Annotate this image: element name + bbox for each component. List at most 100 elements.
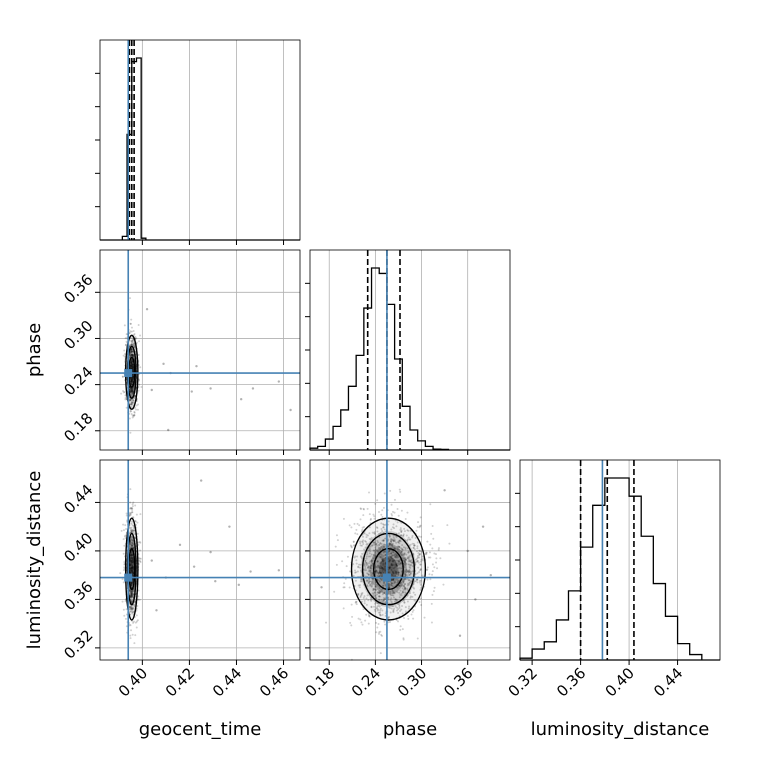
joint-phase-vs-geocent-time-sample (133, 410, 136, 413)
joint-phase-vs-geocent-time-sample (132, 368, 135, 371)
joint-luminosity-distance-vs-geocent-time-sample (130, 554, 133, 557)
joint-luminosity-distance-vs-geocent-time-sample (124, 534, 127, 537)
joint-phase-vs-geocent-time-sample (131, 403, 134, 406)
joint-phase-vs-geocent-time-sample (130, 389, 133, 392)
joint-luminosity-distance-vs-phase-sample (416, 547, 419, 550)
joint-luminosity-distance-vs-geocent-time-sample (131, 571, 134, 574)
joint-luminosity-distance-vs-phase-sample (343, 582, 346, 585)
y-axis-label-luminosity-distance: luminosity_distance (24, 471, 45, 650)
joint-luminosity-distance-vs-phase-sample (372, 541, 375, 544)
joint-phase-vs-geocent-time-sample (131, 416, 134, 419)
joint-luminosity-distance-vs-geocent-time-sample (131, 557, 134, 560)
joint-luminosity-distance-vs-phase-sample (349, 544, 352, 547)
joint-luminosity-distance-vs-geocent-time-sample (132, 575, 135, 578)
bottom-geocent-time-xtick-label-3: 0.46 (256, 664, 292, 700)
joint-luminosity-distance-vs-phase-sample (446, 524, 449, 527)
joint-phase-vs-geocent-time-sample (129, 388, 132, 391)
joint-luminosity-distance-vs-phase-sample (364, 560, 367, 563)
joint-luminosity-distance-vs-geocent-time-sample (132, 545, 135, 548)
joint-luminosity-distance-vs-phase-sample (377, 511, 380, 514)
joint-phase-vs-geocent-time-sample (128, 417, 131, 420)
joint-luminosity-distance-vs-phase-sample (376, 549, 379, 552)
joint-phase-vs-geocent-time-outlier-6 (239, 398, 243, 401)
joint-phase-vs-geocent-time-sample (130, 399, 133, 402)
bottom-geocent-time-xtick-label-2: 0.44 (209, 664, 245, 700)
joint-phase-vs-geocent-time-sample (128, 399, 131, 402)
x-axis-label-geocent-time: geocent_time (139, 719, 262, 740)
joint-phase-vs-geocent-time-outlier-3 (190, 390, 193, 393)
joint-phase-vs-geocent-time-outlier-0 (150, 388, 153, 392)
joint-phase-vs-geocent-time-sample (130, 391, 133, 394)
joint-luminosity-distance-vs-geocent-time-sample (123, 566, 126, 569)
joint-luminosity-distance-vs-geocent-time-sample (129, 571, 132, 574)
joint-luminosity-distance-vs-phase-sample (371, 559, 374, 562)
joint-luminosity-distance-vs-geocent-time-sample (134, 634, 137, 637)
joint-luminosity-distance-vs-geocent-time-sample (133, 603, 136, 606)
joint-phase-vs-geocent-time-sample (132, 370, 135, 373)
joint-luminosity-distance-vs-geocent-time-sample (129, 564, 132, 567)
joint-luminosity-distance-vs-phase-sample (364, 619, 367, 622)
joint-luminosity-distance-vs-geocent-time-sample (129, 590, 132, 593)
joint-luminosity-distance-vs-geocent-time-sample (138, 598, 141, 601)
joint-luminosity-distance-vs-geocent-time-sample (123, 614, 126, 617)
joint-luminosity-distance-vs-geocent-time-sample (134, 537, 137, 540)
joint-luminosity-distance-vs-geocent-time-sample (131, 567, 134, 570)
joint-luminosity-distance-vs-phase-sample (375, 621, 378, 624)
joint-phase-vs-geocent-time-sample (130, 380, 133, 383)
joint-phase-vs-geocent-time-sample (129, 389, 132, 392)
joint-luminosity-distance-vs-geocent-time-sample (129, 613, 132, 616)
joint-luminosity-distance-vs-geocent-time-sample (130, 526, 133, 529)
joint-luminosity-distance-vs-geocent-time-sample (132, 594, 135, 597)
joint-luminosity-distance-vs-phase-sample (355, 603, 358, 606)
joint-luminosity-distance-vs-phase-sample (393, 498, 396, 501)
joint-phase-vs-geocent-time-sample (124, 343, 127, 346)
joint-phase-vs-geocent-time-sample (130, 378, 133, 381)
joint-phase-vs-geocent-time-sample (130, 382, 133, 385)
joint-luminosity-distance-vs-geocent-time-sample (130, 594, 133, 597)
joint-luminosity-distance-vs-geocent-time-sample (130, 557, 133, 560)
joint-luminosity-distance-vs-phase-sample (402, 578, 405, 581)
joint-luminosity-distance-vs-phase-sample (406, 615, 409, 618)
joint-luminosity-distance-vs-geocent-time-sample (131, 610, 134, 613)
joint-luminosity-distance-vs-geocent-time-sample (139, 557, 142, 560)
joint-luminosity-distance-vs-geocent-time-sample (122, 581, 125, 584)
joint-luminosity-distance-vs-phase-sample (390, 578, 393, 581)
joint-phase-vs-geocent-time-sample (129, 403, 132, 406)
joint-luminosity-distance-vs-phase-sample (373, 602, 376, 605)
joint-luminosity-distance-vs-geocent-time-sample (125, 613, 128, 616)
joint-phase-vs-geocent-time-sample (130, 348, 133, 351)
joint-luminosity-distance-vs-phase-sample (373, 553, 376, 556)
joint-luminosity-distance-vs-geocent-time-sample (132, 565, 135, 568)
joint-phase-vs-geocent-time-sample (132, 415, 135, 418)
joint-luminosity-distance-vs-phase-sample (325, 621, 328, 624)
joint-luminosity-distance-vs-phase-sample (377, 546, 380, 549)
joint-phase-vs-geocent-time-sample (131, 379, 134, 382)
joint-phase-vs-geocent-time-sample (130, 348, 133, 351)
joint-luminosity-distance-vs-phase-sample (380, 556, 383, 559)
joint-phase-vs-geocent-time-sample (129, 390, 132, 393)
joint-luminosity-distance-vs-phase-sample (379, 571, 382, 574)
joint-luminosity-distance-vs-geocent-time-sample (130, 559, 133, 562)
joint-phase-vs-geocent-time-sample (132, 334, 135, 337)
joint-luminosity-distance-vs-geocent-time-sample (132, 572, 135, 575)
joint-phase-vs-geocent-time-sample (130, 360, 133, 363)
joint-phase-vs-geocent-time-sample (131, 390, 134, 393)
joint-phase-vs-geocent-time-sample (129, 366, 132, 369)
joint-luminosity-distance-vs-geocent-time-sample (135, 626, 138, 629)
joint-luminosity-distance-vs-phase-sample (420, 550, 423, 553)
joint-phase-vs-geocent-time-sample (129, 363, 132, 366)
joint-luminosity-distance-vs-phase-sample (395, 563, 398, 566)
joint-luminosity-distance-vs-phase-sample (387, 568, 390, 571)
joint-phase-vs-geocent-time-sample (130, 351, 133, 354)
joint-phase-vs-geocent-time-sample (132, 369, 135, 372)
joint-luminosity-distance-vs-phase-sample (375, 631, 378, 634)
joint-luminosity-distance-vs-geocent-time-sample (134, 621, 137, 624)
joint-luminosity-distance-vs-phase-sample (433, 566, 436, 569)
joint-luminosity-distance-vs-geocent-time-outlier-9 (199, 479, 203, 482)
joint-luminosity-distance-vs-phase-sample (369, 567, 372, 570)
joint-phase-vs-geocent-time-sample (129, 353, 132, 356)
joint-luminosity-distance-vs-geocent-time-sample (130, 566, 133, 569)
joint-luminosity-distance-vs-geocent-time-sample (125, 527, 128, 530)
joint-luminosity-distance-vs-phase-sample (366, 507, 369, 510)
